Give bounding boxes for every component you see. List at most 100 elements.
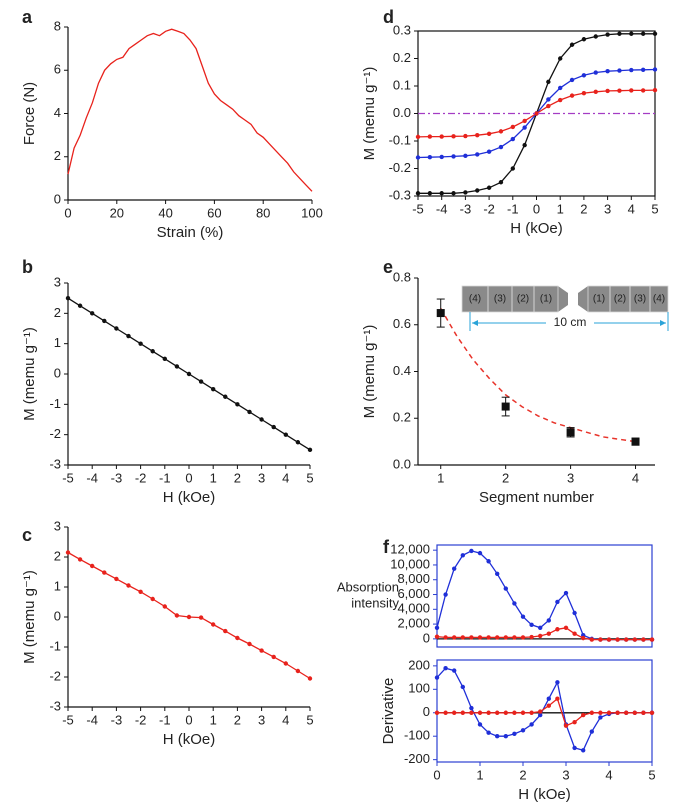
data-point bbox=[581, 748, 586, 753]
data-point bbox=[469, 635, 474, 640]
x-tick-label: 3 bbox=[258, 712, 265, 727]
data-point bbox=[520, 728, 526, 733]
segment-label: (2) bbox=[614, 294, 626, 305]
data-point bbox=[569, 93, 575, 98]
data-point bbox=[624, 637, 629, 642]
y-tick-label: 0.2 bbox=[393, 410, 411, 425]
x-tick-label: 1 bbox=[437, 470, 444, 485]
data-point bbox=[649, 710, 655, 715]
x-tick-label: 100 bbox=[301, 205, 323, 220]
data-point bbox=[538, 712, 543, 718]
data-point bbox=[555, 696, 560, 701]
y-tick-label: -200 bbox=[404, 751, 430, 766]
x-tick-label: 4 bbox=[605, 767, 612, 782]
data-point bbox=[632, 637, 637, 642]
data-point bbox=[617, 31, 622, 36]
fit-line bbox=[440, 308, 636, 443]
data-point bbox=[649, 637, 655, 642]
data-point bbox=[617, 68, 622, 73]
data-point bbox=[486, 710, 491, 715]
x-tick-label: 0 bbox=[64, 205, 71, 220]
data-point bbox=[581, 635, 586, 641]
data-point bbox=[510, 124, 515, 130]
y-tick-label: 0.8 bbox=[393, 269, 411, 284]
data-point bbox=[463, 133, 468, 139]
data-point bbox=[503, 635, 508, 640]
data-point bbox=[512, 731, 517, 737]
data-point bbox=[126, 333, 131, 339]
y-tick-label: 2 bbox=[54, 548, 61, 563]
x-tick-label: 2 bbox=[502, 470, 509, 485]
x-axis-label: H (kOe) bbox=[163, 489, 216, 506]
data-point bbox=[495, 571, 500, 577]
data-point bbox=[652, 87, 658, 93]
y-tick-label: 0.6 bbox=[393, 316, 411, 331]
data-point bbox=[652, 67, 658, 72]
data-point bbox=[486, 131, 492, 137]
x-tick-label: -1 bbox=[159, 712, 171, 727]
data-point bbox=[126, 583, 131, 588]
y-tick-label: 10,000 bbox=[390, 556, 430, 571]
data-point bbox=[605, 32, 610, 37]
data-point bbox=[486, 185, 492, 190]
data-point bbox=[538, 625, 543, 630]
y-axis-label: Derivative bbox=[380, 678, 397, 745]
x-tick-label: 1 bbox=[476, 767, 483, 782]
y-tick-label: -2 bbox=[49, 426, 61, 441]
y-tick-label: 0 bbox=[54, 191, 61, 206]
specimen-segment bbox=[649, 285, 669, 313]
y-axis-label: M (memu g⁻¹) bbox=[21, 570, 38, 664]
x-tick-label: 1 bbox=[210, 712, 217, 727]
data-point bbox=[235, 635, 240, 641]
data-point bbox=[520, 710, 526, 715]
data-point bbox=[259, 648, 264, 653]
data-point bbox=[434, 625, 440, 630]
x-tick-label: 1 bbox=[557, 201, 564, 216]
x-tick-label: -3 bbox=[111, 470, 123, 485]
data-point bbox=[606, 637, 612, 642]
x-axis-label: H (kOe) bbox=[518, 786, 571, 803]
data-point bbox=[434, 710, 440, 715]
data-point bbox=[150, 596, 155, 602]
specimen-right bbox=[578, 286, 668, 312]
segment-label: (1) bbox=[540, 294, 552, 305]
data-point bbox=[102, 570, 107, 575]
data-point bbox=[593, 70, 598, 75]
data-point bbox=[451, 191, 456, 196]
x-tick-label: 3 bbox=[604, 201, 611, 216]
data-point bbox=[295, 668, 301, 674]
dim-label: 10 cm bbox=[554, 315, 587, 329]
data-point bbox=[572, 745, 577, 751]
panel-letter: c bbox=[22, 525, 32, 545]
y-tick-label: 0 bbox=[54, 365, 61, 380]
data-point bbox=[460, 553, 465, 558]
x-tick-label: 2 bbox=[234, 712, 241, 727]
y-tick-label: 100 bbox=[408, 681, 430, 696]
data-point bbox=[624, 710, 629, 715]
data-point bbox=[605, 68, 610, 74]
data-point bbox=[443, 710, 448, 715]
x-tick-label: 80 bbox=[256, 205, 270, 220]
data-point bbox=[65, 295, 71, 301]
data-point bbox=[640, 31, 646, 36]
data-point bbox=[271, 654, 276, 660]
segment-label: (1) bbox=[593, 294, 605, 305]
y-tick-label: 2 bbox=[54, 305, 61, 320]
data-point bbox=[546, 618, 551, 623]
data-point bbox=[477, 635, 483, 640]
data-point bbox=[640, 88, 646, 93]
y-tick-label: -3 bbox=[49, 456, 61, 471]
data-point bbox=[555, 680, 560, 685]
data-point bbox=[546, 79, 551, 85]
data-point bbox=[477, 550, 483, 556]
x-tick-label: -1 bbox=[159, 470, 171, 485]
data-point bbox=[211, 622, 216, 627]
x-tick-label: -2 bbox=[135, 712, 147, 727]
data-point bbox=[615, 710, 620, 715]
x-tick-label: -4 bbox=[86, 470, 98, 485]
y-tick-label: 0 bbox=[423, 630, 430, 645]
data-point bbox=[593, 89, 598, 94]
plot-frame bbox=[436, 544, 653, 648]
y-axis-label: M (memu g⁻¹) bbox=[361, 325, 378, 419]
x-tick-label: 3 bbox=[258, 470, 265, 485]
